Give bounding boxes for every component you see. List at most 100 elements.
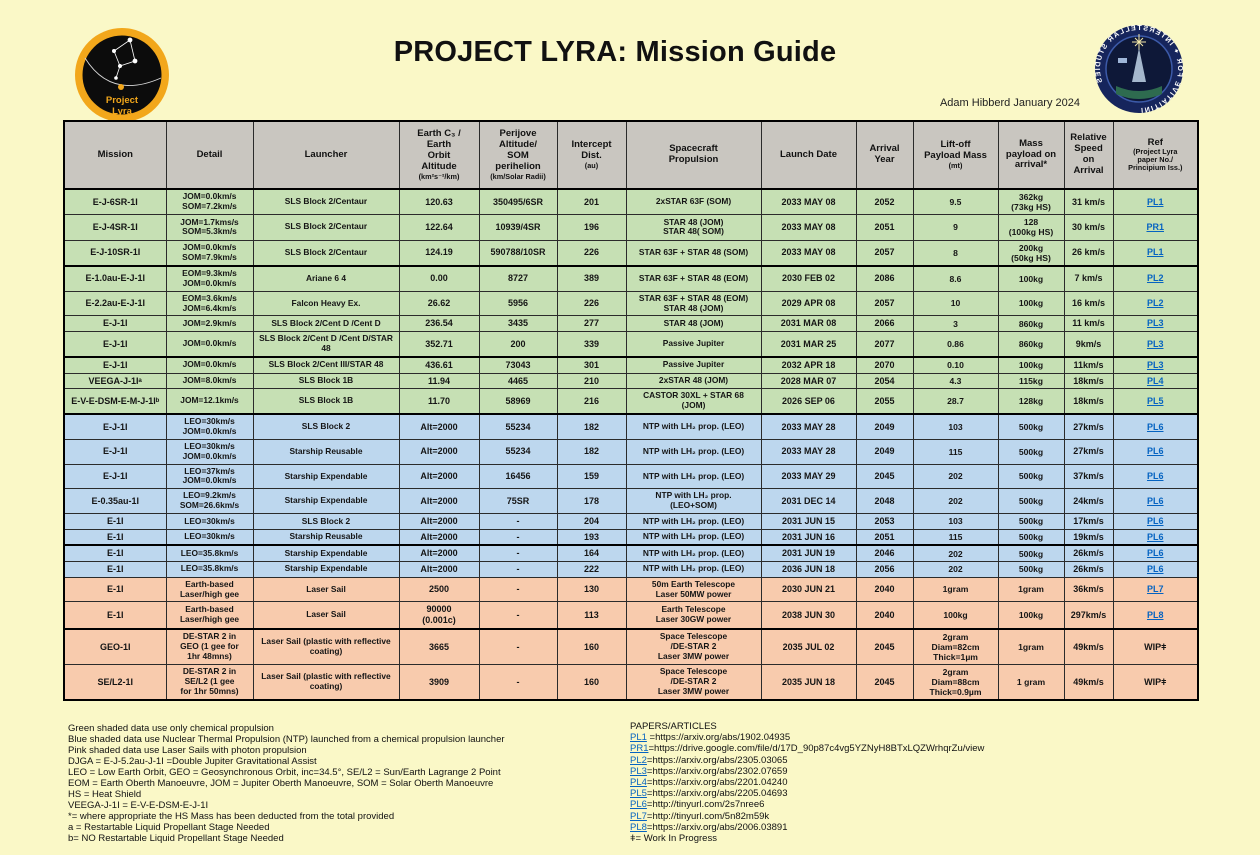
mass_arrival-cell: 1gram: [997, 628, 1065, 666]
perijove-cell: 200: [478, 331, 558, 358]
ref-link[interactable]: PL6: [1146, 421, 1164, 432]
paper-link-PL3[interactable]: PL3: [630, 765, 647, 777]
ref-link[interactable]: PL2: [1146, 273, 1164, 284]
ref-link[interactable]: PL6: [1146, 564, 1164, 574]
liftoff-cell: 2gram Diam=82cm Thick=1µm: [912, 628, 999, 666]
perijove-cell: -: [478, 513, 558, 530]
ref-link[interactable]: PL6: [1146, 446, 1164, 457]
ref-link[interactable]: PL6: [1146, 548, 1164, 559]
arrival-cell: 2046: [855, 544, 914, 563]
paper-link-PL2[interactable]: PL2: [630, 754, 647, 766]
perijove-cell: -: [478, 628, 558, 666]
ref-link[interactable]: PL3: [1146, 338, 1164, 349]
ref-link[interactable]: PL6: [1146, 531, 1164, 542]
ref-link[interactable]: PL6: [1146, 471, 1164, 482]
paper-url-text: =https://arxiv.org/abs/2006.03891: [646, 821, 788, 833]
detail-cell: LEO=9.2km/s SOM=26.6km/s: [165, 488, 254, 515]
ref-link[interactable]: PL1: [1146, 247, 1164, 258]
ref-cell: PL6: [1112, 463, 1199, 490]
table-row: E-J-4SR-1I JOM=1.7kms/s SOM=5.3km/s SLS Bl…: [63, 214, 1199, 241]
detail-cell: DE-STAR 2 in GEO (1 gee for 1hr 48mns): [165, 628, 254, 666]
i4is-spacecraft-icon: [1132, 48, 1146, 82]
ref-link[interactable]: PL5: [1146, 395, 1164, 406]
detail-cell: JOM=0.0km/s SOM=7.9km/s: [165, 239, 254, 267]
paper-line: PL8=https://arxiv.org/abs/2006.03891: [630, 822, 1190, 833]
mission-cell: E-J-1I: [63, 463, 167, 490]
perijove-cell: 4465: [478, 372, 558, 390]
launch-cell: 2033 MAY 08: [760, 188, 857, 216]
propulsion-cell: STAR 63F + STAR 48 (EOM): [625, 265, 762, 292]
ref-link[interactable]: PL7: [1146, 584, 1164, 595]
table-row: E-0.35au-1I LEO=9.2km/s SOM=26.6km/s Stars…: [63, 488, 1199, 515]
ref-link[interactable]: PL4: [1146, 375, 1164, 386]
c3-cell: 0.00: [398, 265, 480, 292]
arrival-cell: 2051: [855, 214, 914, 241]
paper-link-PL7[interactable]: PL7: [630, 810, 647, 822]
launcher-cell: Starship Expendable: [252, 561, 400, 578]
perijove-cell: 10939/4SR: [478, 214, 558, 241]
ref-link[interactable]: PL6: [1146, 516, 1164, 527]
c3-cell: 3909: [398, 664, 480, 701]
c3-cell: Alt=2000: [398, 544, 480, 563]
column-label: Ref: [1147, 136, 1163, 148]
paper-link-PL1[interactable]: PL1: [630, 732, 647, 744]
launch-cell: 2033 MAY 08: [760, 214, 857, 241]
mass_arrival-cell: 860kg: [997, 331, 1065, 358]
ref-link[interactable]: PL3: [1146, 318, 1164, 329]
trajectory-line-icon: [84, 57, 162, 86]
speed-cell: 16 km/s: [1063, 290, 1114, 317]
intercept-cell: 182: [556, 413, 627, 440]
detail-cell: LEO=30km/s: [165, 528, 254, 547]
propulsion-cell: NTP with LH₂ prop. (LEO): [625, 413, 762, 440]
paper-link-PL5[interactable]: PL5: [630, 788, 647, 800]
perijove-cell: -: [478, 528, 558, 547]
liftoff-cell: 8.6: [912, 265, 999, 292]
ref-link[interactable]: PL1: [1146, 196, 1164, 207]
legend-line: Green shaded data use only chemical prop…: [68, 723, 274, 734]
column-unit: (km/Solar Radii): [490, 171, 546, 181]
ref-link[interactable]: PL6: [1146, 495, 1164, 506]
perijove-cell: 3435: [478, 315, 558, 333]
ref-link[interactable]: PL8: [1146, 609, 1164, 620]
papers-articles-title: PAPERS/ARTICLES: [630, 721, 717, 732]
ref-cell: PL6: [1112, 513, 1199, 530]
mission-cell: E-1I: [63, 528, 167, 547]
mission-cell: E-1I: [63, 513, 167, 530]
mission-cell: E-J-1I: [63, 331, 167, 358]
intercept-cell: 222: [556, 561, 627, 578]
arrival-cell: 2070: [855, 356, 914, 374]
mission-cell: VEEGA-J-1Iᵃ: [63, 372, 167, 390]
ref-cell: PL3: [1112, 356, 1199, 374]
paper-link-PL4[interactable]: PL4: [630, 777, 647, 789]
paper-line: PL3=https://arxiv.org/abs/2302.07659: [630, 766, 1190, 777]
mass_arrival-cell: 100kg: [997, 601, 1065, 630]
paper-url-text: =http://tinyurl.com/2s7nree6: [646, 799, 765, 811]
ref-link[interactable]: PR1: [1146, 222, 1164, 233]
paper-url-text: ǂ= Work In Progress: [630, 833, 717, 845]
paper-link-PL8[interactable]: PL8: [630, 821, 647, 833]
launch-cell: 2035 JUN 18: [760, 664, 857, 701]
perijove-cell: 8727: [478, 265, 558, 292]
column-label: Detail: [196, 148, 223, 160]
ref-cell: PL3: [1112, 331, 1199, 358]
column-unit: (km²s⁻²/km): [418, 171, 460, 181]
speed-cell: 26 km/s: [1063, 239, 1114, 267]
paper-line: PL1 =https://arxiv.org/abs/1902.04935: [630, 732, 1190, 743]
ref-cell: PL6: [1112, 528, 1199, 547]
ref-link[interactable]: PL3: [1146, 359, 1164, 370]
paper-link-PL6[interactable]: PL6: [630, 799, 647, 811]
column-unit: (Project Lyra paper No./ Principium Iss.…: [1128, 147, 1183, 173]
column-label: Relative Speed on Arrival: [1070, 132, 1107, 176]
table-row: E-1I LEO=35.8km/s Starship Expendable Alt=2…: [63, 544, 1199, 563]
paper-link-PR1[interactable]: PR1: [630, 743, 649, 755]
launcher-cell: SLS Block 2/Centaur: [252, 214, 400, 241]
mission-cell: GEO-1I: [63, 628, 167, 666]
ref-link[interactable]: PL2: [1146, 298, 1164, 309]
table-row: E-1I Earth-based Laser/high gee Laser Sail…: [63, 601, 1199, 630]
ref-cell: PL1: [1112, 239, 1199, 267]
launch-cell: 2033 MAY 28: [760, 413, 857, 440]
c3-cell: 11.70: [398, 388, 480, 415]
mass_arrival-cell: 100kg: [997, 265, 1065, 292]
intercept-cell: 178: [556, 488, 627, 515]
mission-cell: E-2.2au-E-J-1I: [63, 290, 167, 317]
